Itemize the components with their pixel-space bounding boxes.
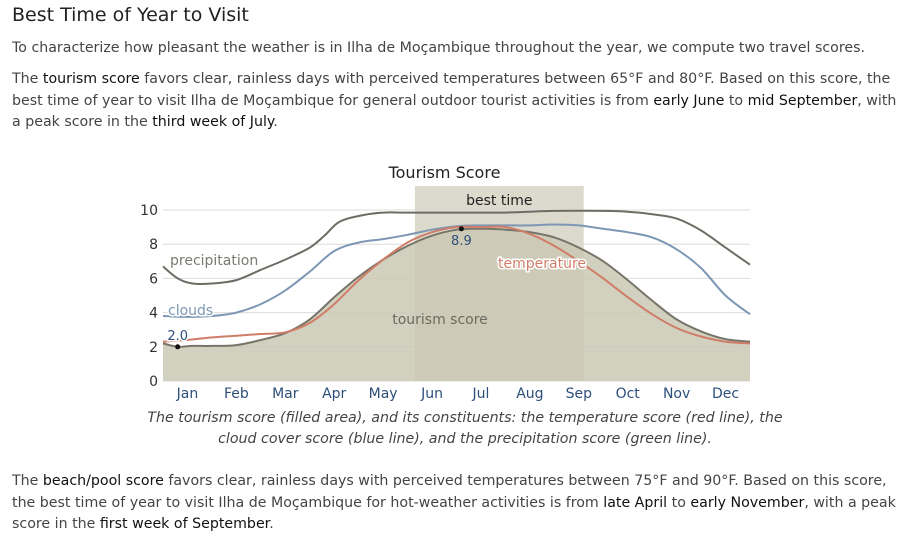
annotation-label: 2.0 [167, 329, 188, 344]
tourism-paragraph: The tourism score favors clear, rainless… [12, 69, 900, 134]
tourism-paragraph-text: The [12, 71, 43, 87]
month-label: Jan [176, 386, 199, 402]
month-label: Oct [616, 386, 641, 402]
beach-paragraph-text: The [12, 473, 43, 489]
beach-end-date: early November [690, 494, 805, 511]
beach-paragraph: The beach/pool score favors clear, rainl… [12, 471, 900, 536]
month-label: Nov [663, 386, 690, 402]
beach-paragraph-text: to [667, 494, 691, 511]
tourism-score-chart: best time Tourism Score 0 2 4 6 8 10 Jan Feb Ma… [140, 163, 751, 402]
tourism-paragraph-text: favors clear, rainless days with perceiv… [12, 71, 891, 109]
precipitation-line [162, 209, 751, 286]
temperature-line [162, 225, 751, 345]
month-label: Mar [272, 386, 299, 402]
tourism-peak-date: third week of July [152, 114, 274, 130]
temperature-series-label: temperature [498, 256, 586, 272]
precipitation-series-label: precipitation [170, 253, 258, 269]
caption-text: (filled area), and its constituents: the… [218, 410, 783, 447]
month-label: Jun [420, 386, 443, 402]
month-label: Aug [516, 386, 543, 402]
best-time-label: best time [466, 193, 532, 209]
month-label: Feb [224, 386, 249, 402]
tourism-score-line [162, 227, 751, 348]
y-tick-label: 4 [149, 306, 158, 322]
y-axis: 0 2 4 6 8 10 [140, 203, 158, 390]
annotation-dot [175, 344, 181, 350]
tourism-start-date: early June [653, 92, 725, 109]
tourism-series-label: tourism score [392, 312, 488, 328]
beach-paragraph-text: favors clear, rainless days with perceiv… [12, 473, 887, 511]
tourism-end-date: mid September [747, 92, 858, 109]
beach-peak-date: first week of September [99, 516, 270, 532]
annotations: 2.0 8.9 [166, 226, 472, 350]
caption-text: The [147, 410, 179, 426]
tourism-paragraph-text: , with a peak score in the [12, 92, 897, 131]
tourism-paragraph-text: . [273, 114, 278, 130]
beach-start-date: late April [603, 494, 668, 511]
y-tick-label: 2 [149, 340, 158, 356]
month-label: May [369, 386, 398, 402]
y-tick-label: 0 [149, 374, 158, 390]
y-tick-label: 6 [149, 271, 158, 287]
month-label: Dec [712, 386, 739, 402]
intro-paragraph: To characterize how pleasant the weather… [12, 40, 865, 56]
annotation-dot [458, 226, 464, 232]
tourism-score-term: tourism score [42, 71, 140, 87]
section-title: Best Time of Year to Visit [12, 4, 249, 26]
month-label: Apr [322, 386, 346, 402]
month-label: Jul [472, 386, 490, 402]
clouds-series-label: clouds [168, 303, 213, 319]
x-axis: Jan Feb Mar Apr May Jun Jul Aug Sep Oct Nov Dec [176, 386, 739, 402]
beach-paragraph-text: . [269, 516, 274, 532]
tourism-paragraph-text: to [724, 92, 748, 109]
chart-caption: The tourism score (filled area), and its… [130, 408, 800, 450]
chart-title: Tourism Score [388, 163, 501, 182]
tourism-score-area [163, 228, 750, 381]
y-tick-label: 10 [140, 203, 158, 219]
y-tick-label: 8 [149, 237, 158, 253]
beach-paragraph-text: , with a peak score in the [12, 494, 896, 533]
caption-term: tourism score [178, 410, 276, 426]
beach-score-term: beach/pool score [42, 473, 164, 489]
annotation-label: 8.9 [451, 234, 472, 249]
month-label: Sep [566, 386, 593, 402]
